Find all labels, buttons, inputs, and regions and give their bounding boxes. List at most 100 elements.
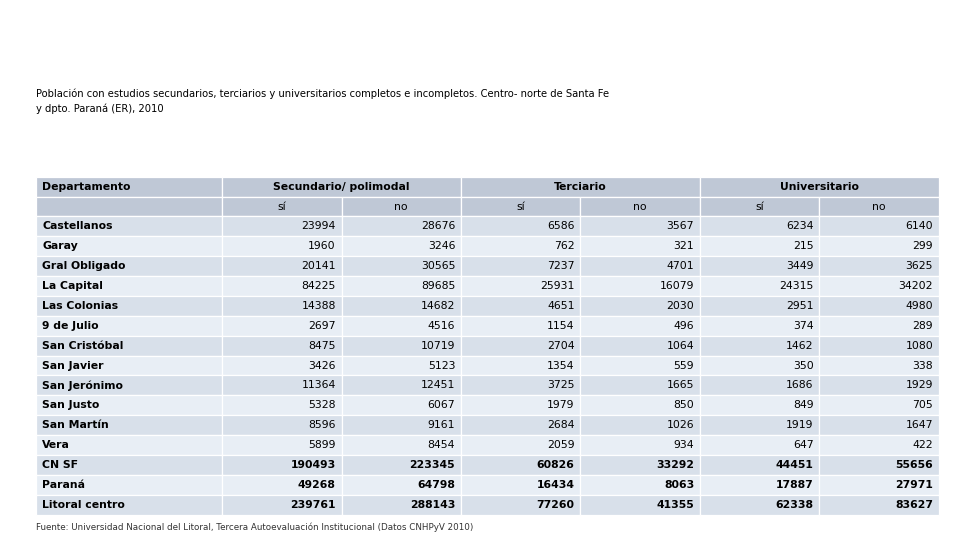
Bar	[461, 217, 581, 237]
Bar	[820, 296, 939, 316]
Text: 3725: 3725	[547, 380, 575, 390]
Text: 338: 338	[913, 361, 933, 370]
Bar	[36, 217, 222, 237]
Bar	[461, 316, 581, 336]
Bar	[36, 355, 222, 375]
Text: 1064: 1064	[666, 341, 694, 350]
Bar	[700, 256, 820, 276]
Bar	[700, 395, 820, 415]
Text: 1154: 1154	[547, 321, 575, 331]
Text: 44451: 44451	[776, 460, 814, 470]
Text: 49268: 49268	[298, 480, 336, 490]
Bar	[581, 296, 700, 316]
Text: 1647: 1647	[905, 420, 933, 430]
Text: 1462: 1462	[786, 341, 814, 350]
Bar	[820, 197, 939, 217]
Bar	[820, 415, 939, 435]
Bar	[222, 296, 342, 316]
Bar	[700, 217, 820, 237]
Text: 8063: 8063	[664, 480, 694, 490]
Text: 10719: 10719	[420, 341, 455, 350]
Text: 496: 496	[674, 321, 694, 331]
Bar	[342, 237, 461, 256]
Bar	[700, 415, 820, 435]
Text: 1354: 1354	[547, 361, 575, 370]
Text: 849: 849	[793, 400, 814, 410]
Text: Garay: Garay	[42, 241, 78, 251]
Bar	[700, 495, 820, 515]
Bar	[36, 495, 222, 515]
Text: San Jerónimo: San Jerónimo	[42, 380, 123, 390]
Bar	[581, 375, 700, 395]
Text: Terciario: Terciario	[554, 181, 607, 192]
Bar	[36, 276, 222, 296]
Text: 4516: 4516	[428, 321, 455, 331]
Text: 25931: 25931	[540, 281, 575, 291]
Text: 30565: 30565	[420, 261, 455, 271]
Text: 8596: 8596	[308, 420, 336, 430]
Text: 16079: 16079	[660, 281, 694, 291]
Text: 299: 299	[913, 241, 933, 251]
Text: Población con estudios secundarios, terciarios y universitarios completos e inco: Población con estudios secundarios, terc…	[36, 89, 610, 114]
Bar	[36, 336, 222, 355]
Text: Castellanos: Castellanos	[42, 221, 112, 232]
Text: 288143: 288143	[410, 500, 455, 510]
Bar	[820, 355, 939, 375]
Text: 2704: 2704	[547, 341, 575, 350]
Bar	[36, 475, 222, 495]
Text: 190493: 190493	[291, 460, 336, 470]
Text: no: no	[634, 201, 647, 212]
Text: 8454: 8454	[428, 440, 455, 450]
Bar	[222, 316, 342, 336]
Text: 1960: 1960	[308, 241, 336, 251]
Bar	[222, 256, 342, 276]
Bar	[581, 316, 700, 336]
Bar	[36, 435, 222, 455]
Text: San Martín: San Martín	[42, 420, 109, 430]
Bar	[36, 316, 222, 336]
Bar	[222, 455, 342, 475]
Bar	[222, 197, 342, 217]
Bar	[820, 395, 939, 415]
Text: 60826: 60826	[537, 460, 575, 470]
Text: 9 de Julio: 9 de Julio	[42, 321, 99, 331]
Bar	[342, 256, 461, 276]
Bar	[820, 495, 939, 515]
Text: 14682: 14682	[420, 301, 455, 311]
Bar	[700, 375, 820, 395]
Bar	[461, 455, 581, 475]
Text: San Javier: San Javier	[42, 361, 104, 370]
Bar	[36, 375, 222, 395]
Bar	[820, 316, 939, 336]
Text: La Capital: La Capital	[42, 281, 103, 291]
Text: 1686: 1686	[786, 380, 814, 390]
Bar	[342, 316, 461, 336]
Text: Secundario/ polimodal: Secundario/ polimodal	[274, 181, 410, 192]
Text: 34202: 34202	[899, 281, 933, 291]
Text: 422: 422	[913, 440, 933, 450]
Bar	[461, 177, 700, 197]
Bar	[581, 435, 700, 455]
Text: 9161: 9161	[428, 420, 455, 430]
Bar	[581, 495, 700, 515]
Bar	[222, 355, 342, 375]
Text: 4980: 4980	[905, 301, 933, 311]
Bar	[222, 495, 342, 515]
Text: 289: 289	[913, 321, 933, 331]
Text: San Cristóbal: San Cristóbal	[42, 341, 124, 350]
Bar	[461, 375, 581, 395]
Bar	[222, 237, 342, 256]
Bar	[461, 475, 581, 495]
Text: 1919: 1919	[786, 420, 814, 430]
Bar	[342, 495, 461, 515]
Bar	[342, 375, 461, 395]
Text: 2951: 2951	[786, 301, 814, 311]
Text: 1665: 1665	[666, 380, 694, 390]
Text: 11364: 11364	[301, 380, 336, 390]
Text: 2684: 2684	[547, 420, 575, 430]
Text: San Justo: San Justo	[42, 400, 100, 410]
Bar	[700, 355, 820, 375]
Text: 3567: 3567	[666, 221, 694, 232]
Text: 23994: 23994	[301, 221, 336, 232]
Bar	[222, 475, 342, 495]
